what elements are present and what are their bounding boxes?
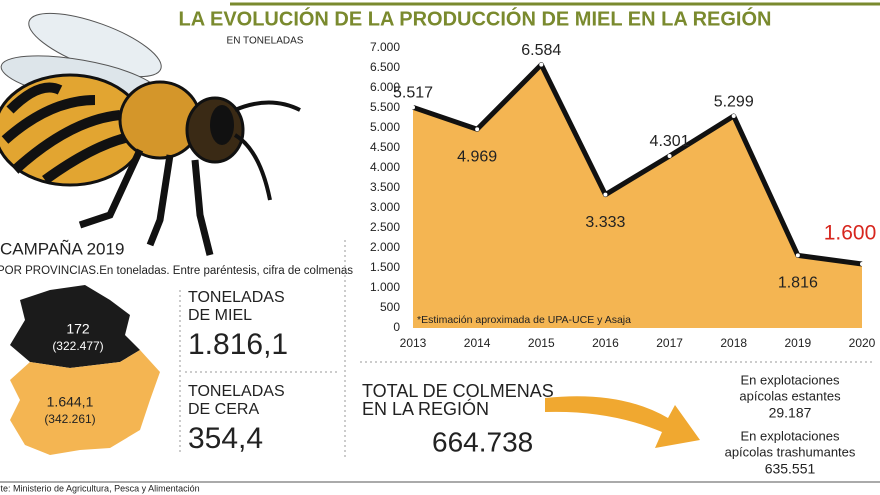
point bbox=[411, 105, 415, 110]
chart-title: LA EVOLUCIÓN DE LA PRODUCCIÓN DE MIEL EN… bbox=[179, 6, 772, 30]
y-tick-label: 3.000 bbox=[370, 200, 400, 214]
migratory-label: apícolas trashumantes bbox=[725, 444, 856, 459]
x-tick-label: 2013 bbox=[400, 336, 427, 350]
y-tick-label: 6.500 bbox=[370, 60, 400, 74]
y-tick-label: 5.500 bbox=[370, 100, 400, 114]
chart-note: *Estimación aproximada de UPA-UCE y Asaj… bbox=[417, 314, 631, 326]
point bbox=[667, 153, 672, 158]
y-tick-label: 5.000 bbox=[370, 120, 400, 134]
y-tick-label: 1.500 bbox=[370, 260, 400, 274]
stationary-label: apícolas estantes bbox=[739, 388, 841, 403]
value-label: 4.969 bbox=[457, 148, 497, 165]
area bbox=[413, 64, 862, 328]
source: Fuente: Ministerio de Agricultura, Pesca… bbox=[0, 483, 200, 493]
map-north-hives: (322.477) bbox=[52, 339, 103, 353]
value-label: 5.517 bbox=[393, 85, 433, 102]
x-tick-label: 2019 bbox=[785, 336, 812, 350]
migratory-label: En explotaciones bbox=[740, 428, 840, 443]
migratory-value: 635.551 bbox=[765, 461, 816, 477]
value-label: 6.584 bbox=[521, 42, 561, 59]
y-tick-label: 7.000 bbox=[370, 40, 400, 54]
stationary-label: En explotaciones bbox=[740, 372, 840, 387]
wax-label: TONELADAS bbox=[188, 383, 285, 400]
y-tick-label: 2.000 bbox=[370, 240, 400, 254]
stationary-value: 29.187 bbox=[769, 405, 812, 421]
point bbox=[731, 114, 736, 119]
y-tick-label: 3.500 bbox=[370, 180, 400, 194]
x-tick-label: 2014 bbox=[464, 336, 491, 350]
hives-value: 664.738 bbox=[432, 426, 533, 457]
x-tick-label: 2016 bbox=[592, 336, 619, 350]
point bbox=[539, 62, 544, 67]
bee-illustration bbox=[0, 12, 301, 256]
y-tick-label: 4.000 bbox=[370, 160, 400, 174]
y-tick-label: 4.500 bbox=[370, 140, 400, 154]
value-label: 1.600 bbox=[824, 222, 877, 245]
value-label: 5.299 bbox=[714, 93, 754, 110]
y-tick-label: 1.000 bbox=[370, 280, 400, 294]
x-tick-label: 2017 bbox=[656, 336, 683, 350]
x-tick-label: 2015 bbox=[528, 336, 555, 350]
chart-subtitle: EN TONELADAS bbox=[227, 36, 304, 47]
x-tick-label: 2018 bbox=[720, 336, 747, 350]
value-label: 3.333 bbox=[585, 214, 625, 231]
hives-label: EN LA REGIÓN bbox=[362, 398, 489, 419]
honey-label: DE MIEL bbox=[188, 307, 252, 324]
map-north bbox=[10, 285, 140, 368]
y-tick-label: 2.500 bbox=[370, 220, 400, 234]
line bbox=[412, 62, 863, 267]
honey-value: 1.816,1 bbox=[188, 328, 288, 361]
map-south-hives: (342.261) bbox=[44, 412, 95, 426]
map-south bbox=[10, 350, 160, 455]
y-tick-label: 0 bbox=[393, 320, 400, 334]
arrow bbox=[545, 396, 700, 448]
y-tick-label: 6.000 bbox=[370, 80, 400, 94]
chart: 0 500 1.000 1.500 2.000 2.500 3.000 3.500 4.000 4… bbox=[370, 40, 876, 350]
value-label: 1.816 bbox=[778, 275, 818, 292]
map-north-value: 172 bbox=[66, 321, 90, 337]
wax-label: DE CERA bbox=[188, 401, 259, 418]
x-tick-label: 2020 bbox=[849, 336, 876, 350]
point bbox=[603, 192, 608, 197]
campaign-subtitle: POR PROVINCIAS.En toneladas. Entre parén… bbox=[0, 265, 353, 277]
campaign-title: CAMPAÑA 2019 bbox=[0, 239, 124, 258]
point bbox=[860, 262, 864, 266]
hives-label: TOTAL DE COLMENAS bbox=[362, 381, 554, 401]
point bbox=[795, 253, 800, 258]
map-south-value: 1.644,1 bbox=[47, 394, 94, 410]
honey-label: TONELADAS bbox=[188, 289, 285, 306]
point bbox=[475, 127, 480, 132]
y-tick-label: 500 bbox=[380, 300, 400, 314]
value-label: 4.301 bbox=[650, 133, 690, 150]
wax-value: 354,4 bbox=[188, 422, 263, 455]
